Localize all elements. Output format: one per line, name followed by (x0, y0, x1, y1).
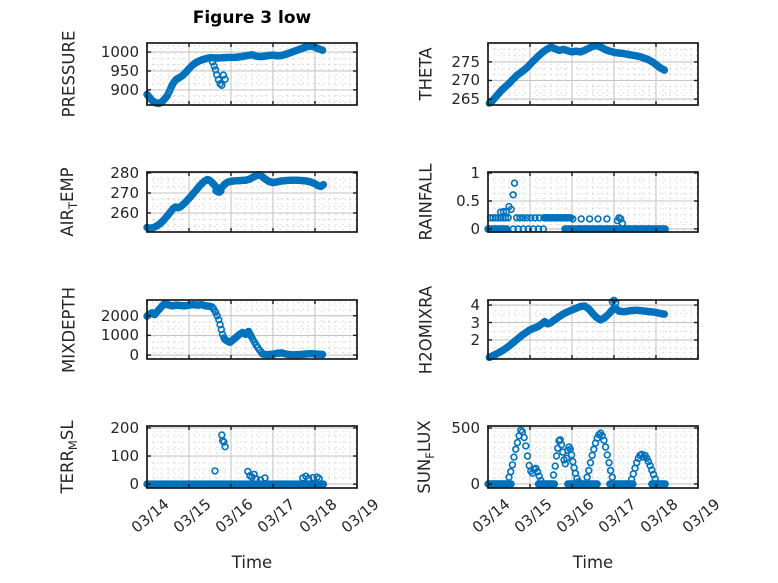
minor-grid (488, 172, 698, 232)
x-axis-title-left: Time (231, 553, 273, 572)
y-tick-label: 1000 (100, 326, 139, 345)
y-tick-label: 4 (470, 296, 480, 315)
y-tick-label: 280 (110, 164, 139, 182)
subplot-AIR_TEMP (143, 170, 358, 233)
axes-box (487, 425, 699, 489)
axes-box (146, 299, 358, 360)
subplot-TERR_MSL (143, 425, 358, 489)
y-tick-label: 265 (451, 90, 480, 109)
tick-marks (146, 172, 358, 232)
axes-box (146, 425, 358, 489)
subplot-RAINFALL (484, 171, 699, 233)
y-tick-label: 900 (110, 80, 139, 99)
tick-marks (487, 300, 699, 359)
series-markers (485, 41, 669, 107)
y-tick-label: 0 (129, 346, 139, 365)
y-axis-label: PRESSURE (59, 30, 79, 118)
y-axis-label: AIRTEMP (57, 167, 81, 237)
axes-box (487, 299, 699, 360)
major-grid (487, 172, 699, 232)
y-tick-label: 950 (110, 61, 139, 80)
x-axis-title-right: Time (572, 553, 614, 572)
axes-box (146, 42, 358, 106)
y-tick-label: 270 (110, 184, 139, 202)
y-axis-label: THETA (416, 47, 436, 101)
y-tick-label: 3 (470, 313, 480, 332)
subplot-H2OMIXRA (485, 296, 699, 362)
series-markers (485, 296, 669, 362)
y-tick-label: 500 (451, 419, 480, 437)
y-tick-label: 100 (110, 447, 139, 466)
tick-marks (487, 426, 699, 488)
y-axis-label: H2OMIXRA (416, 285, 436, 374)
series-markers (484, 179, 669, 233)
y-axis-label: SUNFLUX (414, 420, 438, 494)
subplot-THETA (485, 41, 699, 107)
y-tick-label: 200 (110, 418, 139, 437)
axes-box (487, 171, 699, 233)
y-tick-label: 2000 (100, 306, 139, 325)
tick-marks (146, 300, 358, 359)
subplot-PRESSURE (143, 42, 358, 108)
axes-box (146, 171, 358, 233)
y-axis-label: TERRMSL (57, 420, 81, 494)
y-tick-label: 0 (470, 219, 480, 238)
y-tick-label: 275 (451, 52, 480, 71)
y-tick-label: 1 (470, 164, 480, 182)
minor-grid (488, 426, 698, 488)
axes-box (487, 42, 699, 106)
tick-marks (146, 426, 358, 488)
series-markers (143, 170, 328, 232)
y-axis-label: RAINFALL (416, 163, 436, 241)
subplot-SUN_FLUX (484, 425, 699, 489)
y-tick-label: 1000 (100, 43, 139, 62)
series-markers (484, 426, 669, 488)
y-tick-label: 0.5 (456, 191, 480, 210)
series-markers (143, 431, 328, 488)
series-markers (143, 300, 327, 359)
y-tick-label: 0 (470, 474, 480, 493)
tick-marks (487, 172, 699, 232)
tick-marks (487, 43, 699, 105)
subplot-MIXDEPTH (143, 299, 358, 360)
figure-title: Figure 3 low (192, 8, 312, 28)
tick-marks (146, 43, 358, 105)
y-tick-label: 260 (110, 204, 139, 222)
y-tick-label: 270 (451, 71, 480, 90)
y-tick-label: 0 (129, 475, 139, 494)
y-tick-label: 2 (470, 330, 480, 349)
y-axis-label: MIXDEPTH (59, 286, 79, 373)
